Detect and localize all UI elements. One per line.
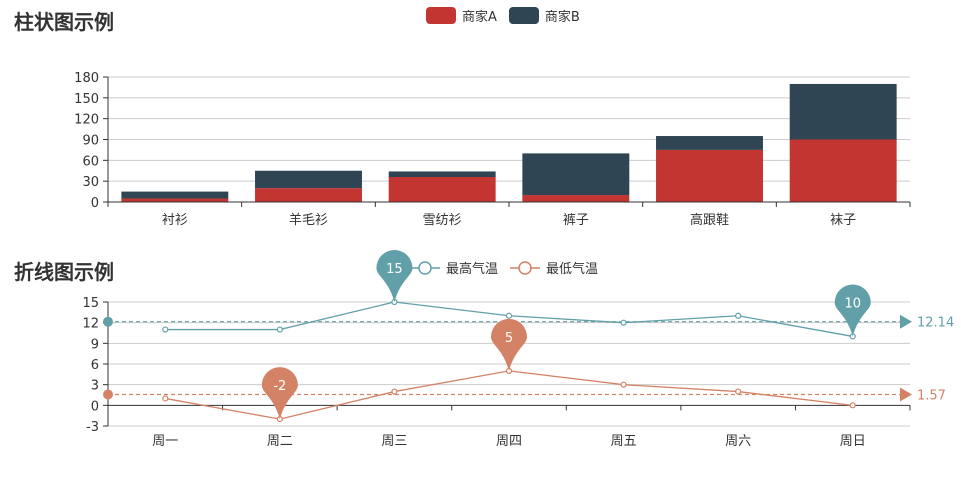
bar-merchant-a <box>789 139 897 202</box>
line-chart-title: 折线图示例 <box>14 260 114 284</box>
bar-merchant-a <box>656 149 763 202</box>
line-legend[interactable]: 最高气温 最低气温 <box>410 258 610 277</box>
legend-line-min-temp <box>510 260 541 276</box>
legend-swatch-merchant-b <box>508 7 539 24</box>
legend-label-max-temp: 最高气温 <box>446 262 499 277</box>
legend-item-max-temp[interactable]: 最高气温 <box>410 258 498 277</box>
legend-marker-max-temp <box>410 260 440 275</box>
bar-merchant-b <box>255 170 362 189</box>
bar-ytick-label: 0 <box>91 196 99 211</box>
mark-point-max-temp <box>376 250 413 302</box>
point-min-temp <box>735 388 742 395</box>
legend-item-merchant-b[interactable]: 商家B <box>508 6 580 25</box>
mark-line-label-max-temp: 12.14 <box>917 316 954 331</box>
point-min-temp <box>162 395 169 402</box>
line-xtick-label: 周一 <box>152 434 178 449</box>
bar-merchant-b <box>121 191 229 199</box>
bar-merchant-b <box>388 171 496 177</box>
mark-line-arrow-max-temp <box>900 314 912 329</box>
point-min-temp <box>391 388 398 395</box>
line-xtick-label: 周三 <box>381 434 407 449</box>
legend-item-min-temp[interactable]: 最低气温 <box>510 258 598 277</box>
bar-ytick-label: 60 <box>82 154 99 169</box>
point-max-temp <box>505 312 513 319</box>
bar-xtick-label: 羊毛衫 <box>289 212 328 228</box>
bar-merchant-b <box>522 153 630 196</box>
line-xtick-label: 周二 <box>267 434 293 449</box>
line-ytick-label: 12 <box>82 317 99 332</box>
legend-label-merchant-a: 商家A <box>462 10 497 25</box>
bar-xtick-label: 袜子 <box>830 213 856 228</box>
point-max-temp <box>162 326 169 333</box>
bar-ytick-label: 120 <box>74 113 99 128</box>
mark-point-label-min-temp: 5 <box>505 331 513 346</box>
point-min-temp <box>849 402 856 409</box>
line-xtick-label: 周五 <box>611 434 637 449</box>
bar-chart-title: 柱状图示例 <box>14 10 114 34</box>
mark-line-start-min-temp <box>103 389 113 400</box>
line-xtick-label: 周日 <box>840 434 866 449</box>
bar-xtick-label: 雪纺衫 <box>423 213 462 228</box>
bar-merchant-b <box>656 136 763 150</box>
legend-label-min-temp: 最低气温 <box>546 262 599 277</box>
mark-point-label-max-temp: 15 <box>386 262 403 277</box>
legend-label-merchant-b: 商家B <box>544 10 580 25</box>
legend-line-max-temp <box>410 260 440 276</box>
mark-line-arrow-min-temp <box>900 387 912 402</box>
bar-merchant-a <box>522 195 630 202</box>
line-ytick-label: 15 <box>82 296 99 311</box>
mark-point-max-temp <box>834 284 871 337</box>
bar-merchant-b <box>789 83 897 140</box>
legend-swatch-merchant-a <box>426 7 456 24</box>
line-ytick-label: 6 <box>91 358 99 373</box>
line-xtick-label: 周六 <box>725 434 751 449</box>
point-max-temp <box>620 319 627 326</box>
bar-merchant-a <box>255 188 362 202</box>
legend-marker-min-temp <box>510 260 541 275</box>
bar-chart[interactable]: 0 30 60 90 120 150 180 衬衫 羊毛衫 雪纺衫 裤子 高跟鞋 袜子 <box>0 0 961 240</box>
point-max-temp <box>735 312 742 319</box>
line-ytick-label: 9 <box>91 337 99 352</box>
point-min-temp <box>620 381 627 388</box>
line-ytick-label: 3 <box>91 379 99 394</box>
bar-ytick-label: 180 <box>74 71 99 86</box>
bar-xtick-label: 衬衫 <box>162 213 188 228</box>
mark-line-start-max-temp <box>103 316 113 327</box>
bar-merchant-a <box>388 177 496 202</box>
line-chart[interactable]: -3 0 3 6 9 12 15 周一 周二 周三 周四 周五 周六 周日 12.14 1.57 15 10 -2 5 <box>0 238 961 488</box>
line-xtick-label: 周四 <box>496 434 522 449</box>
bar-legend[interactable]: 商家A 商家B <box>426 6 592 25</box>
bar-xtick-label: 高跟鞋 <box>690 212 729 228</box>
mark-point-label-max-temp: 10 <box>844 296 861 311</box>
bar-ytick-label: 150 <box>74 92 99 107</box>
legend-item-merchant-a[interactable]: 商家A <box>426 6 497 25</box>
bar-ytick-label: 90 <box>82 134 99 149</box>
mark-point-label-min-temp: -2 <box>273 379 286 394</box>
point-max-temp <box>276 326 283 333</box>
line-ytick-label: 0 <box>91 399 99 414</box>
mark-line-label-min-temp: 1.57 <box>917 389 946 404</box>
line-ytick-label: -3 <box>86 420 99 435</box>
mark-point-min-temp <box>491 318 527 371</box>
bar-merchant-a <box>121 198 229 202</box>
bar-ytick-label: 30 <box>82 175 99 190</box>
mark-point-min-temp <box>261 367 298 420</box>
bar-xtick-label: 裤子 <box>563 213 589 228</box>
